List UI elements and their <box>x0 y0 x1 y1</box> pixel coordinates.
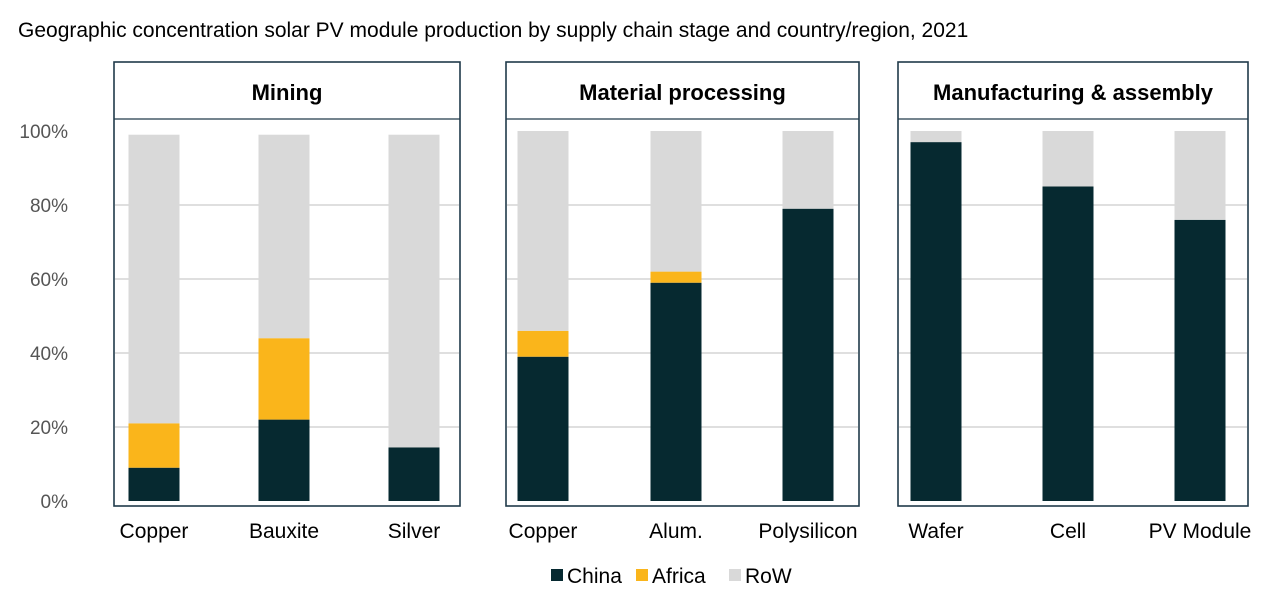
legend-swatch <box>551 569 563 581</box>
legend-item-row: RoW <box>729 565 792 588</box>
category-label: Cell <box>1050 520 1086 543</box>
bar-segment-africa <box>258 338 310 420</box>
panel-material-processing: Material processing Copper Alum. Polysilico… <box>505 61 860 543</box>
category-label: Silver <box>388 520 441 543</box>
bar-segment-row <box>1174 131 1226 220</box>
legend: China Africa RoW <box>551 565 792 588</box>
bar-segment-row <box>128 134 180 424</box>
legend-label: Africa <box>652 565 706 588</box>
bar-segment-china <box>388 447 440 501</box>
bar-segment-row <box>782 131 834 209</box>
bar-segment-row <box>910 131 962 143</box>
y-tick-label: 100% <box>19 122 68 143</box>
y-axis: 0% 20% 40% 60% 80% 100% <box>19 122 68 513</box>
legend-swatch <box>729 569 741 581</box>
bar-segment-china <box>1042 186 1094 501</box>
y-tick-label: 80% <box>30 196 68 217</box>
bar-segment-africa <box>650 271 702 283</box>
category-label: PV Module <box>1149 520 1252 543</box>
category-label: Polysilicon <box>758 520 857 543</box>
panel-manufacturing-assembly: Manufacturing & assembly Wafer Cell PV Modu… <box>897 61 1252 543</box>
bar-segment-china <box>782 208 834 501</box>
y-tick-label: 0% <box>41 492 69 513</box>
bar-segment-africa <box>128 423 180 468</box>
category-label: Copper <box>509 520 578 543</box>
bar-segment-row <box>1042 131 1094 187</box>
bar-segment-china <box>517 356 569 501</box>
panel-title: Material processing <box>579 80 786 105</box>
bar-segment-africa <box>517 330 569 357</box>
y-tick-label: 20% <box>30 418 68 439</box>
category-label: Alum. <box>649 520 703 543</box>
chart-title: Geographic concentration solar PV module… <box>18 19 968 42</box>
y-tick-label: 60% <box>30 270 68 291</box>
category-label: Copper <box>120 520 189 543</box>
panel-title: Mining <box>252 80 323 105</box>
bar-segment-china <box>1174 219 1226 502</box>
category-label: Wafer <box>908 520 963 543</box>
y-tick-label: 40% <box>30 344 68 365</box>
chart-panels: Mining Copper Bauxite Silver Material proces… <box>113 61 1252 543</box>
panel-mining: Mining Copper Bauxite Silver <box>113 61 461 543</box>
legend-item-china: China <box>551 565 622 588</box>
legend-item-africa: Africa <box>636 565 706 588</box>
legend-label: RoW <box>745 565 792 588</box>
bar-segment-china <box>650 282 702 501</box>
legend-swatch <box>636 569 648 581</box>
bar-segment-row <box>650 131 702 272</box>
bar-segment-china <box>910 142 962 501</box>
bar-segment-row <box>388 134 440 448</box>
category-label: Bauxite <box>249 520 319 543</box>
bar-segment-china <box>128 467 180 501</box>
bar-segment-china <box>258 419 310 501</box>
legend-label: China <box>567 565 622 588</box>
bar-segment-row <box>517 131 569 331</box>
panel-title: Manufacturing & assembly <box>933 80 1214 105</box>
bar-segment-row <box>258 134 310 339</box>
